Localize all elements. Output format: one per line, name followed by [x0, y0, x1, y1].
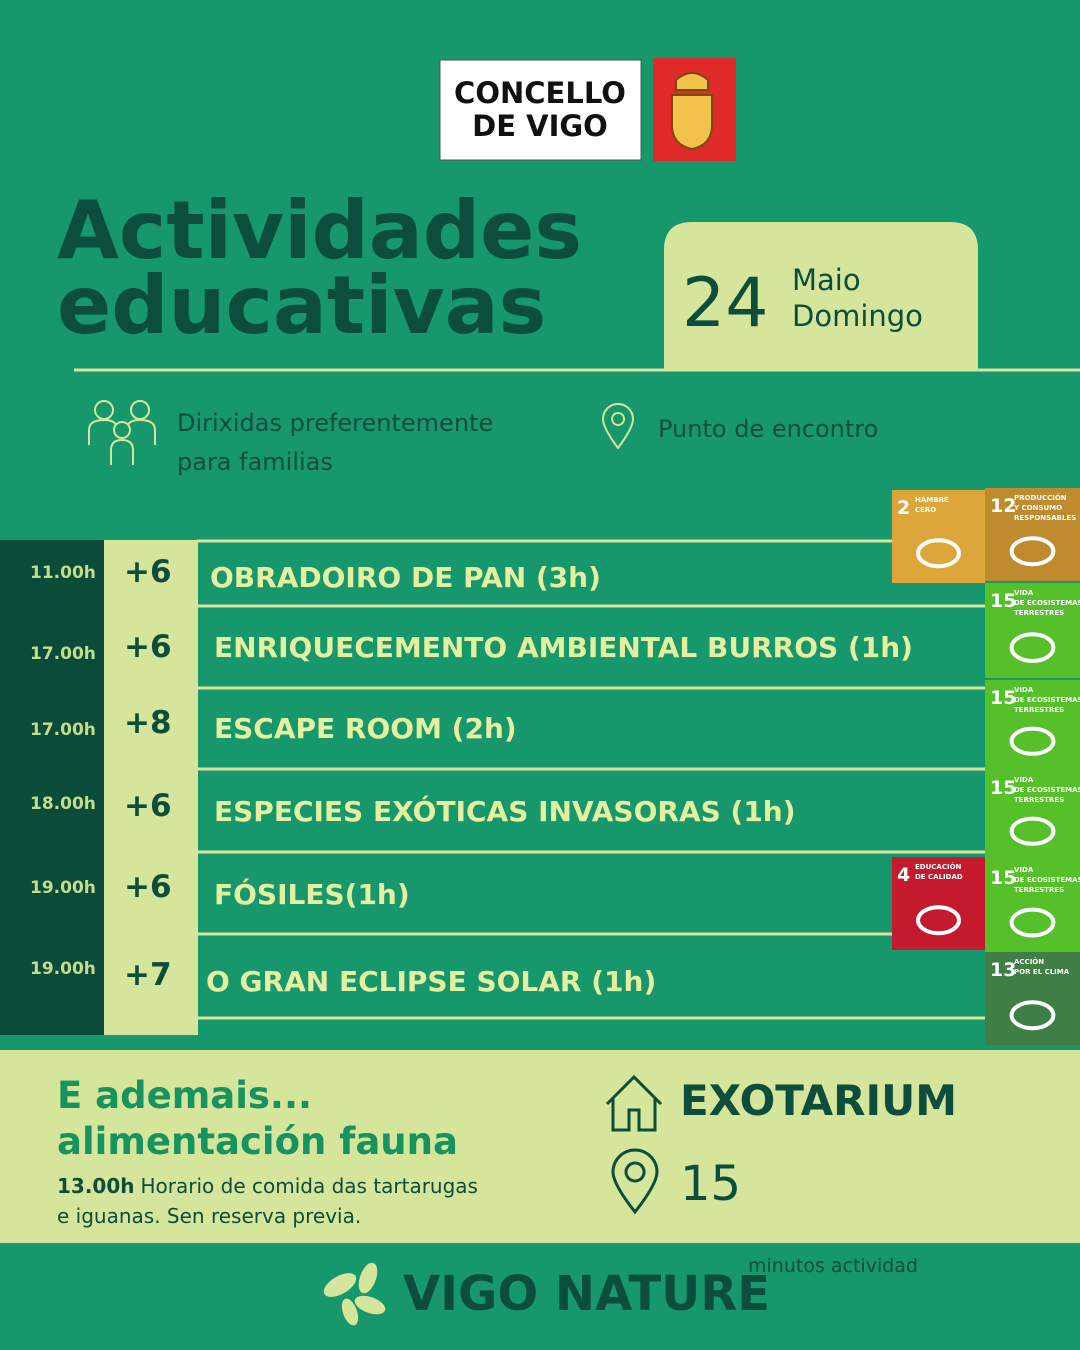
activity-age: +7	[124, 957, 172, 993]
activity-time: 11.00h	[30, 563, 96, 583]
badge-label: TERRESTRES	[1014, 796, 1064, 804]
title-line: educativas	[57, 259, 546, 352]
badge-label: ACCIÓN	[1014, 957, 1044, 966]
badge-number: 4	[897, 864, 910, 886]
activity-time: 17.00h	[30, 720, 96, 740]
badge-icon	[1009, 632, 1056, 663]
badge-label: VIDA	[1014, 866, 1034, 874]
logo-line: DE VIGO	[472, 109, 608, 143]
activity-age: +6	[124, 869, 172, 905]
date-tab	[664, 222, 978, 370]
shield	[671, 94, 713, 151]
pin-icon	[601, 403, 635, 450]
badge-icon	[916, 905, 961, 936]
extra-text-line: e iguanas. Sen reserva previa.	[57, 1204, 361, 1228]
badge-label: TERRESTRES	[1014, 706, 1064, 714]
date-day: 24	[682, 264, 769, 343]
meeting-point-label: Punto de encontro	[658, 415, 878, 443]
extra-time: 13.00h	[57, 1174, 135, 1198]
badge-number: 15	[990, 590, 1016, 612]
sdg-badge: 4 EDUCACIÓN DE CALIDAD	[892, 857, 985, 950]
badge-label: DE ECOSISTEMAS	[1014, 599, 1080, 607]
badge-number: 15	[990, 777, 1016, 799]
badge-icon	[916, 538, 961, 569]
badge-label: DE ECOSISTEMAS	[1014, 696, 1080, 704]
badge-label: VIDA	[1014, 776, 1034, 784]
badge-icon	[1009, 726, 1056, 756]
badge-icon	[1009, 816, 1056, 846]
badge-label: POR EL CLIMA	[1014, 968, 1070, 976]
badge-number: 13	[990, 959, 1016, 981]
badge-icon	[1009, 1000, 1056, 1031]
activity-time: 17.00h	[30, 644, 96, 664]
activity-time: 19.00h	[30, 878, 96, 898]
sdg-badge: 2 HAMBRE CERO	[892, 490, 985, 583]
badge-label: TERRESTRES	[1014, 886, 1064, 894]
meeting-point-number: 15	[680, 1156, 741, 1212]
crown	[675, 72, 709, 91]
people-icon	[88, 400, 156, 465]
activity-time: 19.00h	[30, 959, 96, 979]
activity-age: +6	[124, 629, 172, 665]
brand-icon	[323, 1262, 386, 1326]
badge-number: 2	[897, 497, 910, 519]
badge-number: 12	[990, 495, 1016, 517]
badge-label: DE ECOSISTEMAS	[1014, 876, 1080, 884]
badge-label: DE CALIDAD	[915, 873, 963, 881]
extra-heading: alimentación fauna	[57, 1120, 458, 1163]
activity-name: ENRIQUECEMENTO AMBIENTAL BURROS (1h)	[214, 631, 913, 664]
badge-label: CERO	[915, 506, 936, 514]
badge-label: EDUCACIÓN	[915, 862, 962, 871]
badge-icon	[1009, 536, 1056, 567]
badge-number: 15	[990, 867, 1016, 889]
brand: VIGO NATURE	[403, 1266, 770, 1322]
badge-label: DE ECOSISTEMAS	[1014, 786, 1080, 794]
activity-name: FÓSILES(1h)	[214, 877, 410, 911]
activity-name: O GRAN ECLIPSE SOLAR (1h)	[206, 965, 656, 998]
date-weekday: Domingo	[792, 299, 923, 333]
activity-name: ESCAPE ROOM (2h)	[214, 712, 517, 745]
badge-label: VIDA	[1014, 589, 1034, 597]
logo-box	[439, 59, 642, 161]
footer-note: minutos actividad	[748, 1255, 918, 1277]
logo-line: CONCELLO	[454, 76, 626, 110]
activity-time: 18.00h	[30, 794, 96, 814]
badge-label: PRODUCCIÓN	[1014, 493, 1067, 502]
activity-name: ESPECIES EXÓTICAS INVASORAS (1h)	[214, 794, 796, 828]
activity-list: 11.00h +6 OBRADOIRO DE PAN (3h) 17.00h +6 ENR…	[30, 539, 985, 1020]
date-month: Maio	[792, 263, 861, 297]
badge-label: Y CONSUMO	[1013, 504, 1062, 512]
audience-line: para familias	[177, 448, 333, 476]
extra-text-line: Horario de comida das tartarugas	[141, 1174, 478, 1198]
badge-label: RESPONSABLES	[1014, 514, 1076, 522]
house-icon	[605, 1074, 663, 1132]
pin-icon	[611, 1148, 659, 1215]
extra-text: 13.00h Horario de comida das tartarugas	[57, 1174, 478, 1198]
title-line: Actividades	[57, 184, 582, 277]
age-column	[104, 540, 198, 1035]
activity-age: +8	[124, 705, 172, 741]
badge-icon	[1009, 907, 1056, 938]
badge-label: VIDA	[1014, 686, 1034, 694]
time-column	[0, 540, 104, 1035]
activity-age: +6	[124, 554, 172, 590]
badge-number: 15	[990, 687, 1016, 709]
extra-heading: E ademais...	[57, 1074, 312, 1117]
activity-age: +6	[124, 788, 172, 824]
location: EXOTARIUM	[680, 1076, 957, 1125]
audience-line: Dirixidas preferentemente	[177, 409, 493, 437]
badge-label: HAMBRE	[915, 496, 949, 504]
activity-name: OBRADOIRO DE PAN (3h)	[210, 561, 601, 594]
badge-label: TERRESTRES	[1014, 609, 1064, 617]
extra-band	[0, 1050, 1080, 1243]
